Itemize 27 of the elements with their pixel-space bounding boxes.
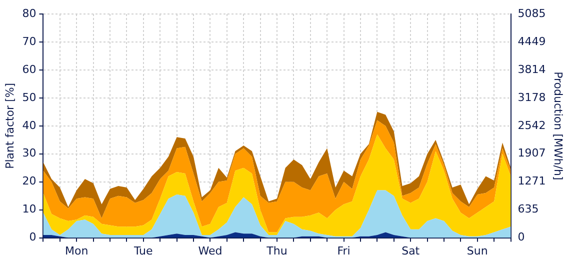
x-tick-label: Tue [133, 244, 154, 258]
y-tick-label: 50 [22, 90, 36, 104]
x-tick-label: Fri [337, 244, 350, 258]
y2-tick-label: 1907 [518, 146, 546, 160]
y2-tick-label: 3814 [518, 62, 546, 76]
y2-tick-label: 5085 [518, 6, 546, 20]
y2-tick-label: 635 [518, 202, 539, 216]
x-tick-label: Thu [266, 244, 288, 258]
y-tick-label: 40 [22, 118, 36, 132]
y-tick-label: 10 [22, 202, 36, 216]
x-tick-label: Sun [466, 244, 488, 258]
y2-tick-label: 2542 [518, 118, 546, 132]
y2-axis-title: Production [MWh/h] [552, 72, 565, 180]
y-tick-label: 0 [29, 230, 36, 244]
x-tick-label: Mon [64, 244, 88, 258]
y2-tick-label: 4449 [518, 34, 546, 48]
y-tick-label: 60 [22, 62, 36, 76]
y2-tick-label: 0 [518, 230, 525, 244]
y-tick-label: 20 [22, 174, 36, 188]
y2-tick-label: 3178 [518, 90, 546, 104]
x-tick-label: Wed [198, 244, 222, 258]
x-tick-label: Sat [402, 244, 420, 258]
y-tick-label: 30 [22, 146, 36, 160]
y2-tick-label: 1271 [518, 174, 546, 188]
y-tick-label: 80 [22, 6, 36, 20]
y-tick-label: 70 [22, 34, 36, 48]
y-axis-title: Plant factor [%] [3, 82, 16, 169]
